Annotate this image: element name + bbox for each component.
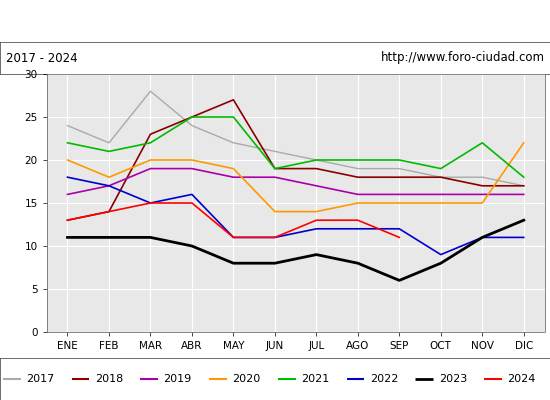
Text: 2020: 2020 xyxy=(232,374,261,384)
Text: 2024: 2024 xyxy=(507,374,536,384)
Text: 2017: 2017 xyxy=(26,374,54,384)
Text: Evolucion del paro registrado en Palacios de la Valduerna: Evolucion del paro registrado en Palacio… xyxy=(65,13,485,28)
Text: 2018: 2018 xyxy=(95,374,123,384)
Text: 2019: 2019 xyxy=(164,374,192,384)
Text: 2022: 2022 xyxy=(370,374,398,384)
Text: 2017 - 2024: 2017 - 2024 xyxy=(6,52,77,64)
Text: http://www.foro-ciudad.com: http://www.foro-ciudad.com xyxy=(381,52,544,64)
Text: 2021: 2021 xyxy=(301,374,329,384)
Text: 2023: 2023 xyxy=(439,374,467,384)
